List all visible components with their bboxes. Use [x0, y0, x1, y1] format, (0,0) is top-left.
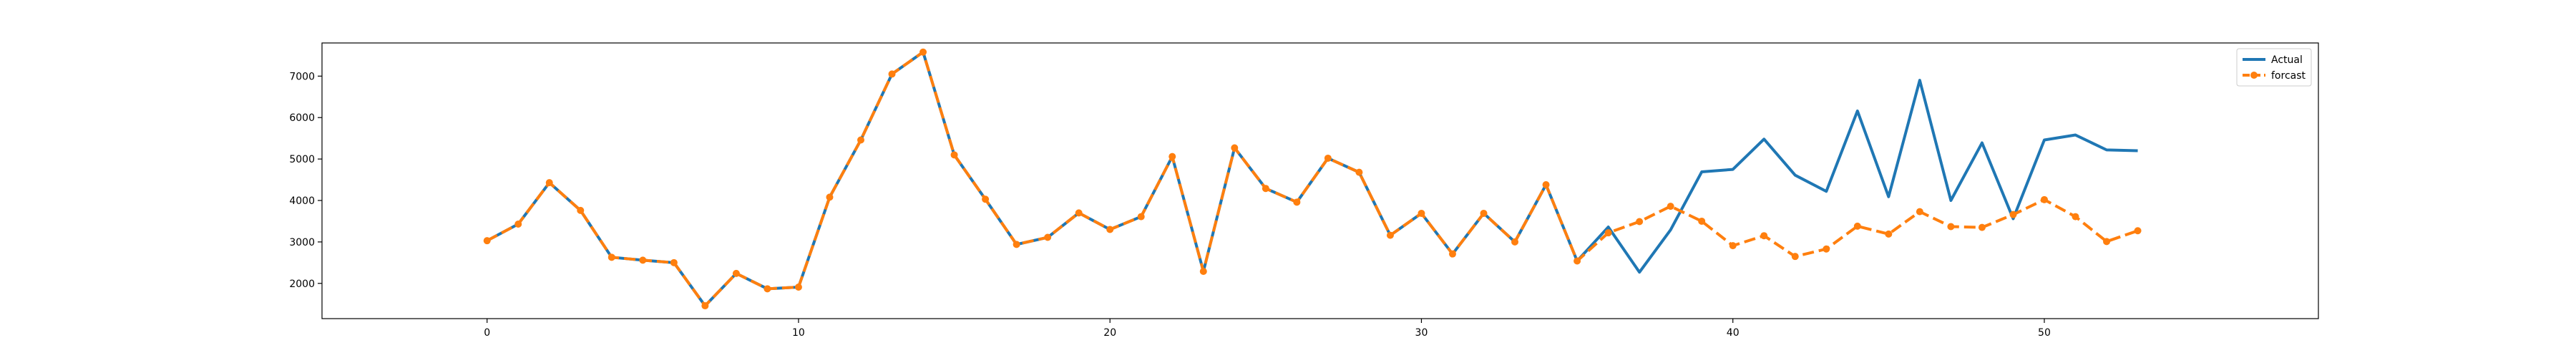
x-tick-label: 30: [1415, 327, 1428, 339]
data-point: [1448, 250, 1456, 258]
legend-label: Actual: [2271, 54, 2303, 66]
x-tick-label: 0: [484, 327, 490, 339]
data-point: [1511, 238, 1519, 246]
data-point: [1169, 153, 1176, 160]
data-point: [2134, 227, 2142, 235]
y-tick-label: 6000: [289, 112, 315, 124]
data-point: [857, 136, 864, 144]
data-point: [1604, 229, 1612, 237]
data-point: [1729, 242, 1737, 250]
x-tick-label: 10: [792, 327, 805, 339]
data-point: [670, 258, 678, 266]
data-point: [919, 48, 927, 56]
data-point: [888, 70, 896, 78]
x-tick-label: 20: [1103, 327, 1116, 339]
data-point: [1075, 209, 1083, 217]
data-point: [982, 195, 990, 203]
data-point: [1199, 268, 1207, 275]
data-point: [1386, 231, 1394, 239]
data-point: [608, 253, 615, 261]
legend: Actual forcast: [2236, 48, 2312, 87]
data-point: [1137, 213, 1145, 221]
data-point: [1262, 185, 1269, 193]
data-point: [732, 269, 740, 277]
data-point: [1231, 144, 1239, 152]
data-point: [950, 151, 958, 159]
y-tick-label: 7000: [289, 71, 315, 82]
data-point: [514, 221, 522, 228]
plot-content: [483, 48, 2142, 310]
data-point: [1760, 232, 1768, 240]
y-tick-label: 3000: [289, 237, 315, 248]
data-point: [639, 256, 647, 264]
axes: 0 10 20 30 40 50 2000 3000 4000 5000 6000 7000: [289, 71, 2051, 339]
data-point: [1418, 209, 1425, 217]
data-point: [1542, 181, 1550, 188]
data-point: [2009, 211, 2017, 218]
legend-marker: [2250, 72, 2258, 79]
data-point: [2072, 213, 2079, 221]
data-point: [701, 302, 709, 310]
series-line-forcast: [486, 50, 2139, 308]
y-tick-label: 4000: [289, 195, 315, 207]
data-point: [826, 193, 834, 201]
data-point: [1947, 223, 1955, 231]
data-point: [1885, 230, 1893, 238]
data-point: [1355, 168, 1363, 176]
data-point: [763, 285, 771, 293]
data-point: [1853, 222, 1861, 230]
data-point: [794, 284, 802, 291]
data-point: [1667, 203, 1674, 211]
data-point: [2040, 195, 2048, 203]
data-point: [2103, 238, 2111, 246]
data-point: [1324, 154, 1332, 162]
data-point: [545, 179, 553, 187]
plot-frame: [321, 42, 2319, 319]
data-point: [1698, 217, 1706, 225]
data-point: [483, 237, 491, 245]
data-point: [1574, 257, 1581, 265]
y-tick-label: 2000: [289, 279, 315, 290]
data-point: [1791, 253, 1799, 261]
data-point: [1044, 233, 1052, 241]
data-point: [1480, 209, 1488, 217]
data-point: [577, 206, 585, 214]
legend-label: forcast: [2271, 70, 2306, 82]
x-tick-label: 40: [1727, 327, 1740, 339]
data-point: [1293, 198, 1301, 206]
data-point: [1916, 208, 1923, 216]
data-point: [1013, 241, 1020, 248]
data-point: [1823, 245, 1830, 253]
data-point: [1636, 218, 1644, 226]
data-point: [1978, 223, 1986, 231]
data-point: [1106, 226, 1114, 233]
x-tick-label: 50: [2038, 327, 2051, 339]
y-tick-label: 5000: [289, 154, 315, 165]
